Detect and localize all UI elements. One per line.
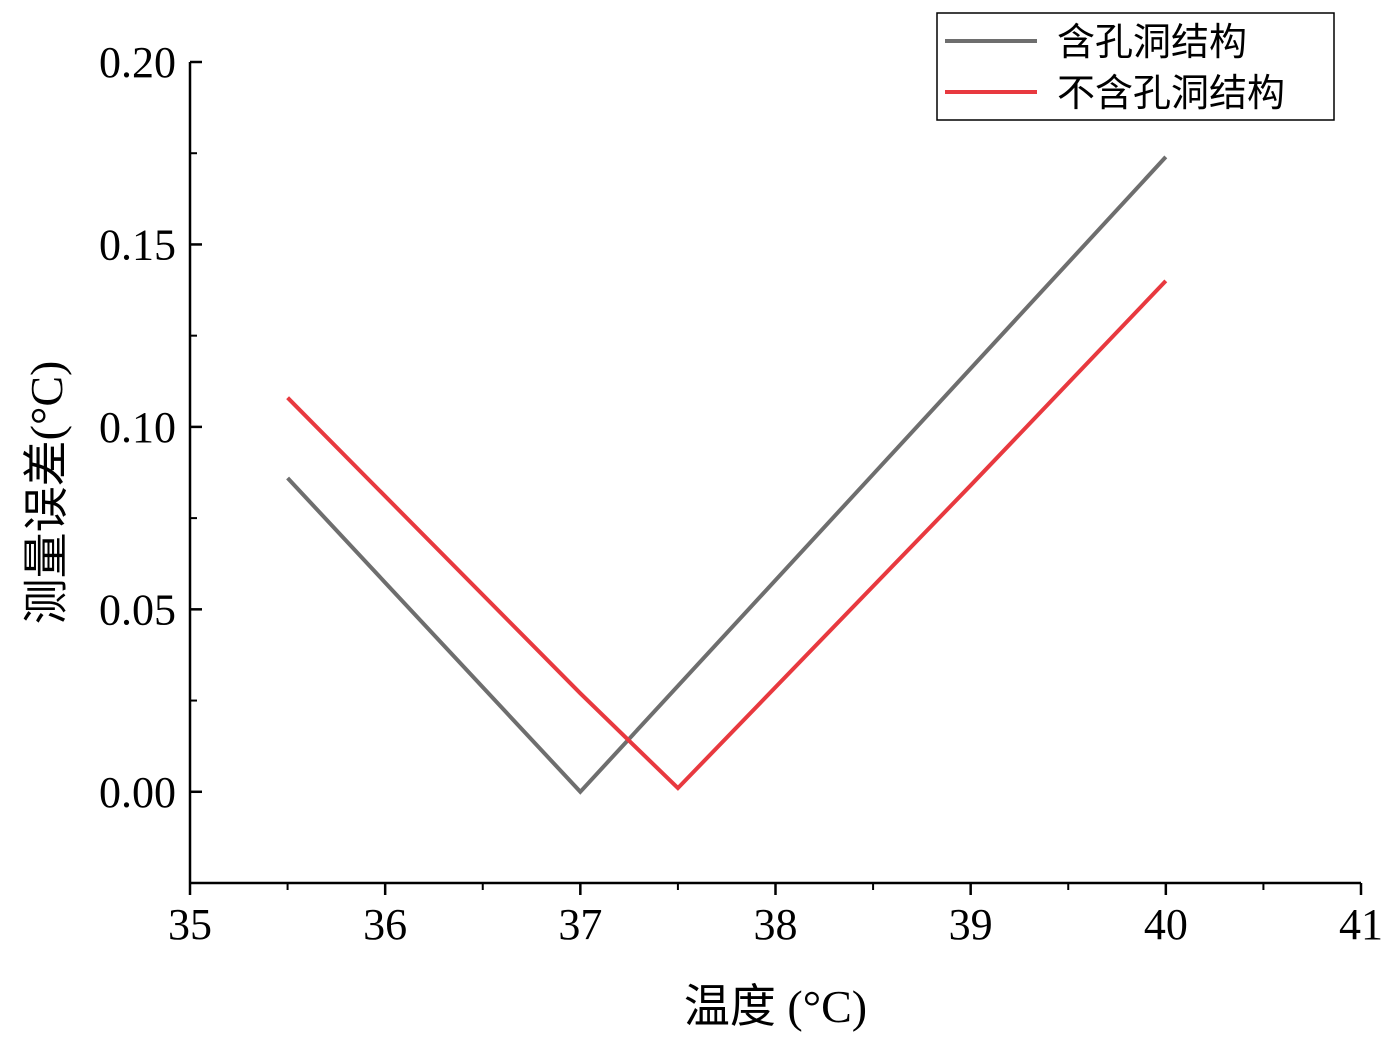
x-tick-label: 36 xyxy=(363,900,407,949)
axes: 35 36 37 38 39 40 41 0.00 0.05 0.10 0.15 0.20 xyxy=(99,38,1383,949)
x-tick-label: 39 xyxy=(949,900,993,949)
x-axis-title: 温度 (°C) xyxy=(684,981,867,1032)
x-tick-label: 35 xyxy=(168,900,212,949)
x-tick-label: 40 xyxy=(1144,900,1188,949)
x-tick-label: 38 xyxy=(754,900,798,949)
y-tick-label: 0.20 xyxy=(99,38,176,87)
y-tick-label: 0.05 xyxy=(99,585,176,634)
y-tick-label: 0.10 xyxy=(99,403,176,452)
y-tick-label: 0.00 xyxy=(99,768,176,817)
series-line-1 xyxy=(286,155,1168,795)
y-tick-label: 0.15 xyxy=(99,220,176,269)
y-axis-title: 测量误差(°C) xyxy=(21,361,72,625)
x-tick-label: 41 xyxy=(1339,900,1383,949)
series-layer xyxy=(286,155,1168,795)
legend-label-1: 含孔洞结构 xyxy=(1057,20,1247,64)
legend-box xyxy=(936,12,1335,121)
legend-label-2: 不含孔洞结构 xyxy=(1057,71,1285,115)
series-line-2 xyxy=(286,279,1168,791)
x-tick-label: 37 xyxy=(558,900,602,949)
